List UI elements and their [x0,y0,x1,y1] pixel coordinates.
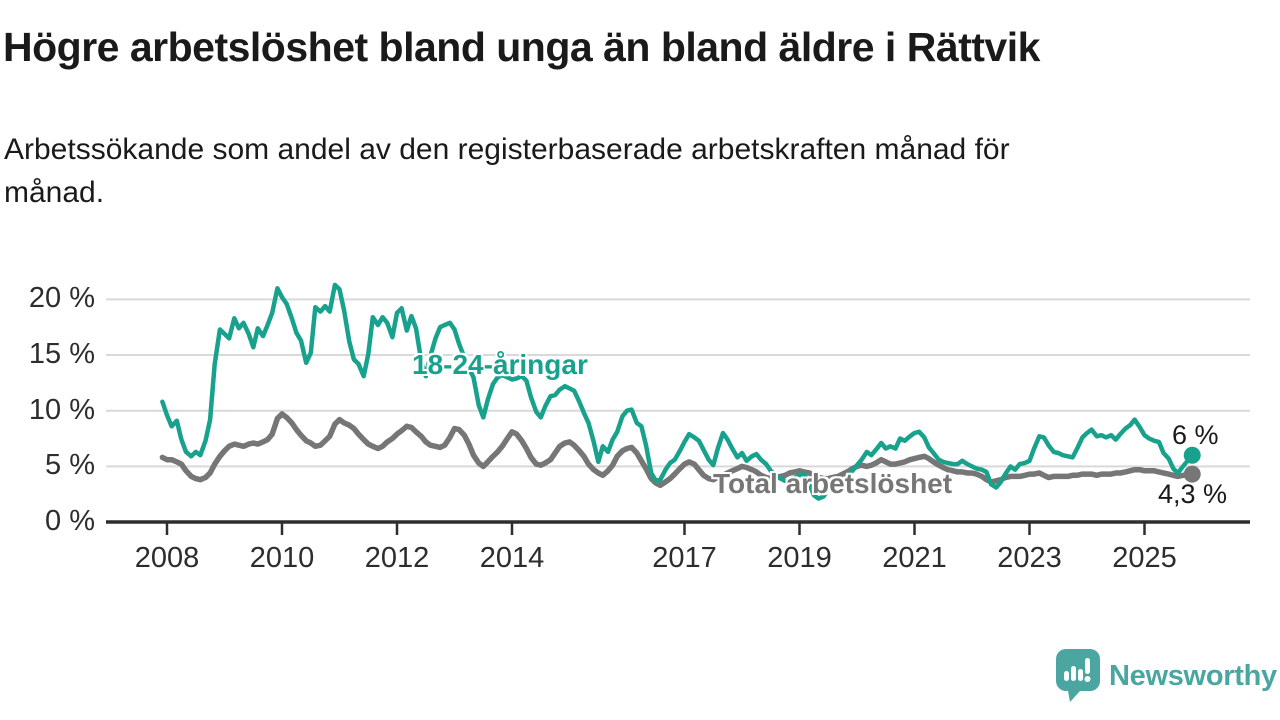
series-end-dot-Total arbetslöshet [1183,465,1201,483]
newsworthy-logo-icon [1056,649,1100,702]
y-tick-label-10: 10 % [28,393,95,426]
page-title: Högre arbetslöshet bland unga än bland ä… [3,24,1040,70]
series-line-Total arbetslöshet [159,411,1195,489]
series-line-18-24-åringar [160,282,1195,501]
series-label-total-arbetsloshet: Total arbetslöshet [713,468,953,499]
newsworthy-logo-text: Newsworthy [1109,659,1277,692]
x-tick-label-2010: 2010 [249,542,315,574]
x-tick-label-2008: 2008 [134,542,200,574]
y-tick-label-20: 20 % [28,282,95,315]
page-subtitle: Arbetssökande som andel av den registerb… [4,128,1010,214]
newsworthy-logo: Newsworthy [1056,649,1277,703]
y-tick-label-0: 0 % [45,505,95,537]
x-tick-label-2014: 2014 [479,542,545,574]
x-tick-label-2021: 2021 [882,542,947,574]
x-tick-label-2023: 2023 [997,542,1062,574]
x-tick-label-2025: 2025 [1112,542,1177,574]
series-label-18-24-aringar: 18-24-åringar [412,349,588,380]
x-tick-label-2019: 2019 [767,542,832,574]
end-value-label-total: 4,3 % [1158,479,1228,509]
series-end-dot-18-24-åringar [1183,446,1201,464]
end-value-label-18-24: 6 % [1172,420,1219,450]
x-tick-label-2017: 2017 [652,542,717,574]
x-tick-label-2012: 2012 [364,542,430,574]
y-tick-label-5: 5 % [45,449,95,482]
subtitle-line-2: månad. [4,176,105,209]
y-tick-label-15: 15 % [28,338,95,371]
subtitle-line-1: Arbetssökande som andel av den registerb… [4,133,1010,166]
